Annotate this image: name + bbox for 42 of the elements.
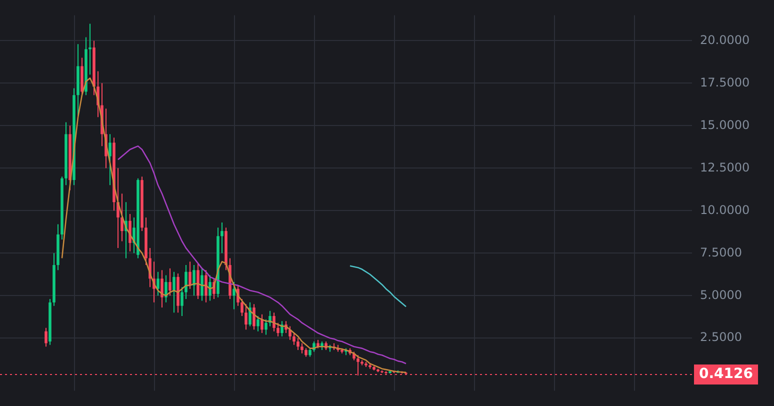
candlestick bbox=[108, 134, 112, 186]
candlestick bbox=[156, 271, 160, 296]
candlestick bbox=[200, 268, 204, 302]
candlestick bbox=[116, 168, 120, 249]
candlestick bbox=[192, 264, 196, 296]
candlestick bbox=[252, 304, 256, 330]
y-tick-label: 2.5000 bbox=[700, 330, 742, 344]
candlestick bbox=[256, 316, 260, 332]
candlestick bbox=[296, 338, 300, 351]
candlestick bbox=[288, 326, 292, 340]
candlestick bbox=[264, 318, 268, 336]
y-tick-label: 5.0000 bbox=[700, 288, 742, 302]
candlestick bbox=[272, 312, 276, 332]
candlestick bbox=[260, 314, 264, 334]
candlestick bbox=[248, 302, 252, 327]
y-tick-label: 7.5000 bbox=[700, 245, 742, 260]
candlestick bbox=[88, 23, 92, 76]
candlestick bbox=[300, 342, 304, 354]
y-tick-label: 20.0000 bbox=[700, 32, 750, 47]
y-tick-label: 17.5000 bbox=[700, 75, 750, 90]
candlestick bbox=[292, 332, 296, 346]
candlestick bbox=[168, 268, 172, 296]
candlestick bbox=[180, 286, 184, 317]
candlestick bbox=[240, 298, 244, 317]
candlestick bbox=[184, 264, 188, 300]
y-tick-label: 12.5000 bbox=[700, 160, 750, 174]
candlestick bbox=[244, 304, 248, 330]
candlestick bbox=[204, 270, 208, 303]
candlestick bbox=[164, 274, 168, 303]
candlestick bbox=[220, 222, 224, 254]
ref-line-label: 0.4126 bbox=[699, 366, 754, 382]
y-tick-label: 10.0000 bbox=[700, 202, 750, 217]
candlestick bbox=[160, 270, 164, 308]
candlestick bbox=[172, 271, 176, 314]
candlestick bbox=[120, 193, 124, 242]
candlestick bbox=[44, 327, 48, 348]
y-tick-label: 15.0000 bbox=[700, 118, 750, 132]
candlestick bbox=[128, 214, 132, 252]
candlestick bbox=[208, 274, 212, 302]
candlestick bbox=[188, 261, 192, 290]
candlestick bbox=[232, 282, 236, 310]
candlestick bbox=[276, 322, 280, 337]
